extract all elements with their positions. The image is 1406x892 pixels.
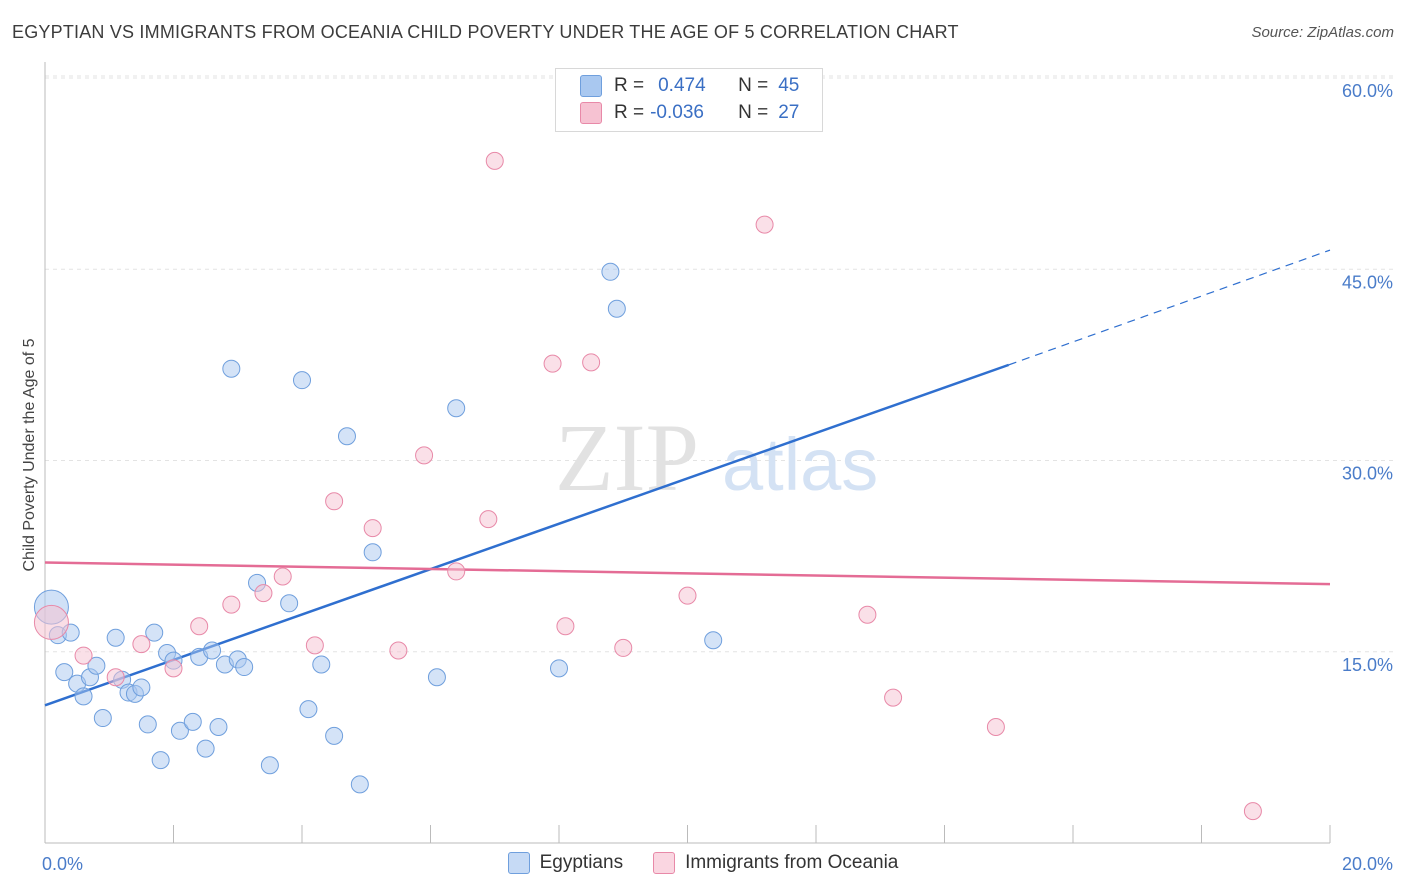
oceania-legend-swatch [653, 852, 676, 874]
oceania-point [1243, 802, 1262, 821]
n-value: 27 [778, 102, 800, 123]
stats-legend: R = 0.474 N = 45 R = -0.036 N = 27 [555, 68, 823, 132]
egyptians-point [55, 663, 74, 682]
r-label: R = [614, 102, 645, 123]
egyptians-point [170, 721, 189, 740]
watermark-atlas: atlas [722, 423, 878, 506]
x-tick-label-min: 0.0% [42, 854, 83, 874]
egyptians-point [196, 739, 215, 758]
bottom-legend: Egyptians Immigrants from Oceania [0, 852, 1406, 874]
egyptians-point [299, 700, 318, 719]
egyptians-point [222, 359, 241, 378]
egyptians-point [132, 678, 151, 697]
stats-row-oceania: R = -0.036 N = 27 [580, 102, 799, 124]
egyptians-point [280, 594, 299, 613]
egyptians-point [151, 751, 170, 770]
trend-line-dashed [1008, 249, 1331, 366]
x-tick-label-max: 20.0% [1342, 854, 1393, 874]
source-credit: Source: ZipAtlas.com [1251, 24, 1394, 41]
y-tick-label: 45.0% [1342, 272, 1393, 292]
oceania-point [582, 353, 601, 372]
trend-line-solid [44, 363, 1010, 707]
y-tick-label: 30.0% [1342, 464, 1393, 484]
oceania-point [556, 617, 575, 636]
data-points [33, 151, 1262, 821]
oceania-point [543, 354, 562, 373]
oceania-point [106, 668, 125, 687]
n-label: N = [738, 102, 769, 123]
egyptians-point [93, 709, 112, 728]
legend-item-oceania[interactable]: Immigrants from Oceania [653, 852, 898, 874]
oceania-point [363, 519, 382, 538]
egyptians-point [138, 715, 157, 734]
oceania-point [986, 717, 1005, 736]
oceania-point [325, 492, 344, 511]
oceania-point [884, 688, 903, 707]
egyptians-point [312, 655, 331, 674]
legend-label-egyptians: Egyptians [539, 852, 624, 873]
r-label: R = [614, 75, 645, 96]
egyptians-point [74, 687, 93, 706]
egyptians-point [337, 427, 356, 446]
chart-title: EGYPTIAN VS IMMIGRANTS FROM OCEANIA CHIL… [12, 22, 959, 42]
watermark-zip: ZIP [555, 404, 699, 511]
trend-lines [44, 249, 1331, 707]
y-tick-labels: 15.0% 30.0% 45.0% 60.0% [1342, 81, 1393, 675]
oceania-point [447, 562, 466, 581]
egyptians-point [704, 631, 723, 650]
egyptians-point [363, 543, 382, 562]
egyptians-point [607, 299, 626, 318]
r-value: -0.036 [650, 102, 704, 123]
oceania-point [273, 567, 292, 586]
y-tick-label: 15.0% [1342, 655, 1393, 675]
stats-row-egyptians: R = 0.474 N = 45 [580, 75, 799, 97]
oceania-point [755, 215, 774, 234]
legend-item-egyptians[interactable]: Egyptians [507, 852, 624, 874]
egyptians-point [183, 712, 202, 731]
oceania-point [479, 510, 498, 529]
oceania-point [190, 617, 209, 636]
egyptians-point [145, 623, 164, 642]
oceania-point [222, 595, 241, 614]
egyptians-point [293, 371, 311, 390]
y-axis-label: Child Poverty Under the Age of 5 [21, 338, 38, 571]
egyptians-point [106, 628, 125, 647]
egyptians-point [427, 668, 446, 687]
legend-label-oceania: Immigrants from Oceania [685, 852, 899, 873]
egyptians-point [601, 262, 620, 281]
egyptians-point [550, 659, 568, 678]
egyptians-point [447, 399, 466, 418]
n-value: 45 [778, 75, 800, 96]
r-value: 0.474 [658, 75, 706, 96]
egyptians-point [350, 775, 369, 794]
oceania-point [858, 605, 877, 624]
oceania-point [614, 638, 633, 657]
egyptians-point [203, 641, 222, 660]
egyptians-point [325, 726, 344, 745]
oceania-point [389, 641, 408, 660]
egyptians-point [209, 717, 228, 736]
oceania-point [415, 446, 434, 465]
oceania-point [485, 151, 504, 170]
trend-line-solid [44, 561, 1331, 586]
oceania-point [33, 604, 69, 640]
n-label: N = [738, 75, 769, 96]
axes [44, 62, 1331, 844]
egyptians-point [87, 656, 106, 675]
oceania-point [305, 636, 324, 655]
oceania-point [678, 586, 697, 605]
oceania-point [254, 584, 273, 603]
oceania-point [74, 646, 93, 665]
y-tick-label: 60.0% [1342, 81, 1393, 101]
egyptians-swatch [580, 75, 602, 97]
egyptians-legend-swatch [507, 852, 530, 874]
oceania-point [132, 635, 151, 654]
oceania-point [164, 659, 183, 678]
oceania-swatch [580, 102, 602, 124]
egyptians-point [260, 756, 279, 775]
egyptians-point [235, 658, 254, 677]
